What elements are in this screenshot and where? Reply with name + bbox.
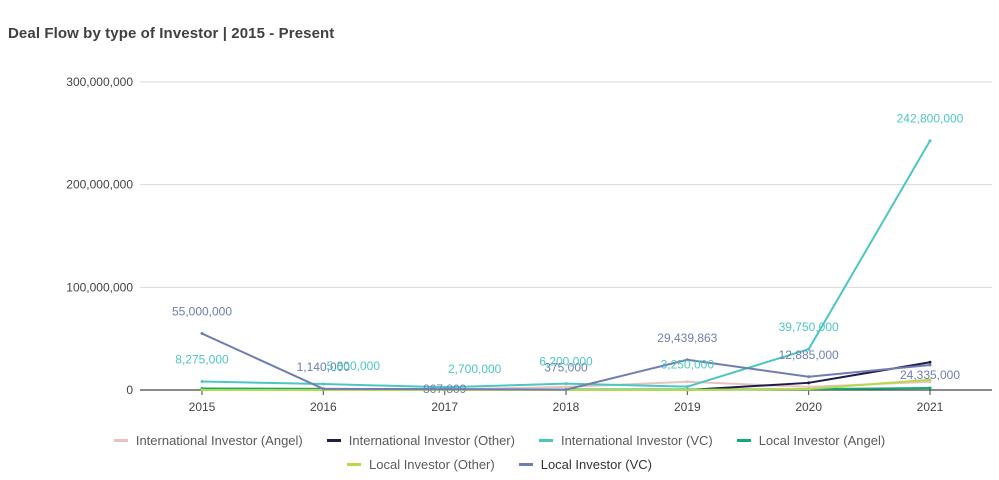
- legend-swatch-local-vc: [518, 463, 533, 466]
- data-point: [443, 387, 447, 391]
- data-label: 12,885,000: [779, 348, 839, 362]
- legend-row-2: Local Investor (Other) Local Investor (V…: [0, 457, 999, 472]
- x-tick-label: 2016: [310, 400, 337, 414]
- legend-item-local-vc[interactable]: Local Investor (VC): [518, 457, 652, 472]
- legend-swatch-intl-other: [326, 439, 341, 442]
- legend-label: Local Investor (VC): [540, 457, 652, 472]
- data-point: [200, 380, 204, 384]
- data-point: [928, 363, 932, 367]
- data-point: [564, 385, 568, 389]
- data-point: [200, 332, 204, 336]
- data-label: 242,800,000: [897, 112, 964, 126]
- gridlines: [140, 81, 992, 391]
- data-label: 2,700,000: [448, 362, 502, 376]
- x-tick-label: 2020: [795, 400, 822, 414]
- data-point: [564, 382, 568, 386]
- y-tick-label: 300,000,000: [66, 75, 133, 89]
- data-label: 29,439,863: [657, 331, 717, 345]
- data-point: [807, 375, 811, 379]
- data-label: 8,275,000: [175, 353, 229, 367]
- legend-label: International Investor (Angel): [135, 433, 303, 448]
- data-point: [685, 388, 689, 392]
- data-label: 1,140,000: [297, 360, 351, 374]
- data-point: [807, 347, 811, 351]
- data-point: [200, 388, 204, 392]
- legend-label: Local Investor (Other): [369, 457, 495, 472]
- y-tick-label: 200,000,000: [66, 178, 133, 192]
- data-label: 6,200,000: [539, 355, 593, 369]
- data-label: 375,000: [544, 361, 588, 375]
- data-point: [807, 381, 811, 385]
- data-point: [564, 388, 568, 392]
- x-tick-label: 2017: [431, 400, 458, 414]
- data-point: [321, 387, 325, 391]
- data-point: [928, 360, 932, 364]
- legend-label: Local Investor (Angel): [758, 433, 886, 448]
- x-axis-ticks: 2015 2016 2017 2018 2019 2020 2021: [189, 390, 944, 414]
- legend-item-intl-vc[interactable]: International Investor (VC): [538, 433, 713, 448]
- legend-item-local-other[interactable]: Local Investor (Other): [347, 457, 495, 472]
- legend-item-intl-other[interactable]: International Investor (Other): [326, 433, 515, 448]
- y-tick-label: 0: [126, 383, 133, 397]
- legend-swatch-intl-angel: [113, 439, 128, 442]
- legend-swatch-intl-vc: [538, 439, 553, 442]
- legend-row-1: International Investor (Angel) Internati…: [0, 433, 999, 448]
- legend-swatch-local-other: [347, 463, 361, 466]
- data-point: [928, 386, 932, 390]
- data-label: 24,335,000: [900, 368, 960, 382]
- data-point: [685, 380, 689, 384]
- data-point: [807, 387, 811, 391]
- series-lines: [200, 139, 932, 392]
- legend-label: International Investor (Other): [348, 433, 515, 448]
- data-point: [321, 382, 325, 386]
- data-point: [928, 139, 932, 143]
- x-tick-label: 2019: [674, 400, 701, 414]
- y-tick-label: 100,000,000: [66, 280, 133, 294]
- data-point: [685, 385, 689, 389]
- legend-item-local-angel[interactable]: Local Investor (Angel): [736, 433, 886, 448]
- legend-item-intl-angel[interactable]: International Investor (Angel): [113, 433, 303, 448]
- data-label: 3,250,000: [661, 358, 715, 372]
- data-point: [928, 378, 932, 382]
- x-tick-label: 2021: [917, 400, 944, 414]
- x-tick-label: 2015: [189, 400, 216, 414]
- legend-label: International Investor (VC): [560, 433, 713, 448]
- data-point: [685, 358, 689, 362]
- data-label: 55,000,000: [172, 305, 232, 319]
- y-axis-ticks: 0 100,000,000 200,000,000 300,000,000: [66, 75, 133, 397]
- chart-title: Deal Flow by type of Investor | 2015 - P…: [8, 25, 335, 42]
- data-point: [807, 385, 811, 389]
- x-tick-label: 2018: [553, 400, 580, 414]
- data-point: [928, 380, 932, 384]
- data-label: 39,750,000: [779, 320, 839, 334]
- data-label: 5,800,000: [327, 359, 381, 373]
- data-label: 867,809: [423, 382, 467, 396]
- legend-swatch-local-angel: [736, 439, 751, 442]
